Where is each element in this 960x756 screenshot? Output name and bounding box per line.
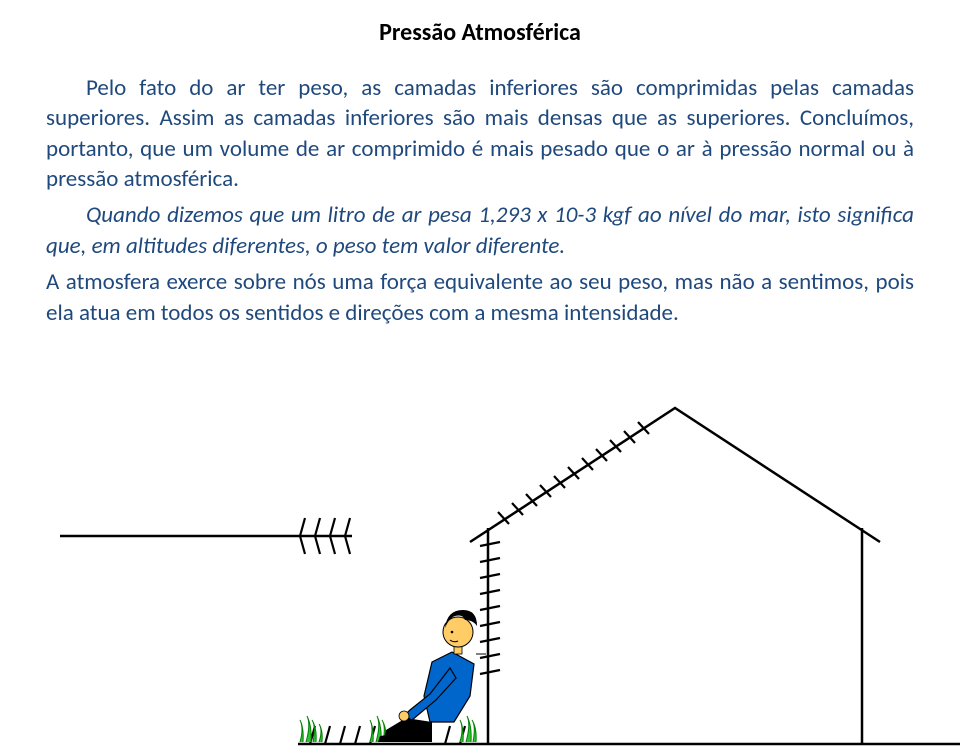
house-roof xyxy=(470,408,880,542)
page-title: Pressão Atmosférica xyxy=(46,18,914,47)
pressure-ticks-left-top xyxy=(300,518,350,536)
paragraph-3: A atmosfera exerce sobre nós uma força e… xyxy=(46,267,914,328)
grass-icon-3 xyxy=(460,716,476,742)
paragraph-2: Quando dizemos que um litro de ar pesa 1… xyxy=(46,200,914,261)
grass-icon-1 xyxy=(300,716,322,742)
illustration xyxy=(0,396,960,756)
paragraph-1: Pelo fato do ar ter peso, as camadas inf… xyxy=(46,73,914,194)
pressure-ticks-left-bottom xyxy=(300,536,350,554)
footer-illustration-svg xyxy=(0,396,960,756)
